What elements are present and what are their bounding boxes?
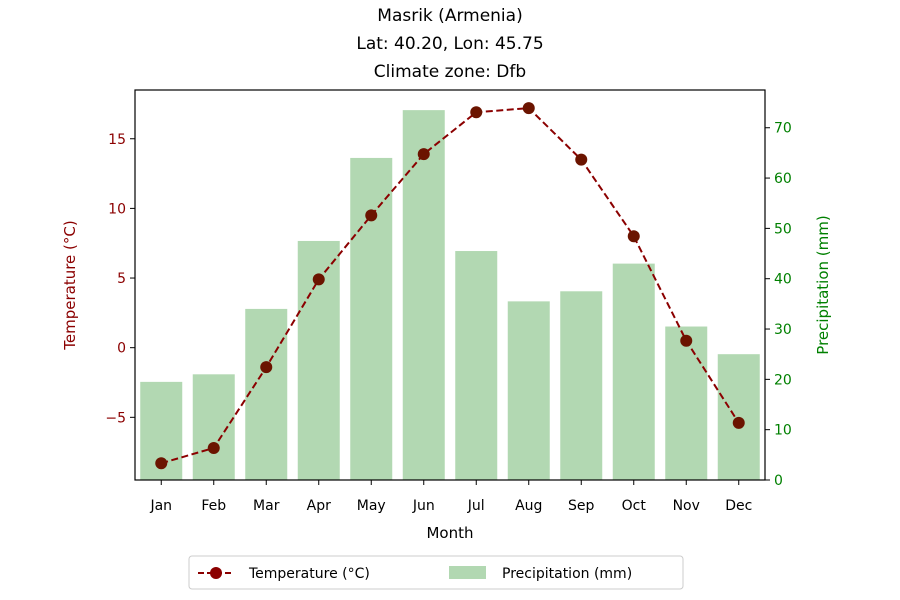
left-tick-label: 0	[117, 341, 126, 357]
right-tick-label: 60	[774, 171, 792, 187]
precipitation-bar-jul	[455, 251, 498, 480]
title-line-3: Climate zone: Dfb	[374, 62, 526, 82]
left-tick-label: 10	[108, 201, 126, 217]
x-tick-label: Apr	[307, 498, 331, 514]
temperature-point-aug	[522, 102, 535, 115]
right-axis-ticks: 0 10 20 30 40 50 60 70	[765, 121, 792, 489]
temperature-point-apr	[312, 273, 325, 286]
x-tick-label: Mar	[253, 498, 280, 514]
legend: Temperature (°C) Precipitation (mm)	[188, 555, 684, 590]
chart-title: Masrik (Armenia) Lat: 40.20, Lon: 45.75 …	[356, 6, 543, 82]
left-tick-label: 5	[117, 271, 126, 287]
left-axis-label: Temperature (°C)	[61, 220, 79, 350]
legend-temperature-marker	[210, 567, 222, 579]
legend-precipitation-label: Precipitation (mm)	[502, 566, 632, 582]
right-tick-label: 70	[774, 121, 792, 137]
precipitation-bar-mar	[245, 308, 288, 480]
x-tick-label: Nov	[673, 498, 700, 514]
x-tick-label: Oct	[622, 498, 647, 514]
right-tick-label: 50	[774, 221, 792, 237]
x-tick-label: Jul	[467, 498, 485, 514]
legend-precipitation-swatch	[449, 566, 486, 579]
left-tick-label: −5	[105, 410, 126, 426]
x-tick-label: Jan	[149, 498, 172, 514]
temperature-point-dec	[732, 416, 745, 429]
temperature-point-jul	[470, 106, 483, 119]
x-axis-label: Month	[426, 524, 473, 542]
temperature-point-feb	[207, 441, 220, 454]
temperature-point-may	[365, 209, 378, 222]
right-axis-label: Precipitation (mm)	[814, 215, 832, 354]
precipitation-bar-sep	[560, 291, 603, 480]
x-axis-ticks: Jan Feb Mar Apr May Jun Jul Aug Sep Oct Nov Dec	[149, 480, 752, 514]
right-tick-label: 20	[774, 372, 792, 388]
right-tick-label: 0	[774, 473, 783, 489]
title-line-2: Lat: 40.20, Lon: 45.75	[356, 34, 543, 54]
right-tick-label: 30	[774, 322, 792, 338]
legend-box	[188, 555, 684, 590]
legend-temperature-label: Temperature (°C)	[248, 566, 370, 582]
temperature-line	[155, 102, 745, 470]
x-tick-label: Aug	[515, 498, 542, 514]
temperature-point-jun	[417, 148, 430, 161]
precipitation-bar-nov	[665, 326, 708, 480]
right-tick-label: 40	[774, 272, 792, 288]
x-tick-label: Jun	[412, 498, 435, 514]
left-tick-label: 15	[108, 132, 126, 148]
left-axis-ticks: −5 0 5 10 15	[105, 132, 135, 426]
precipitation-bar-oct	[612, 263, 655, 480]
precipitation-bar-jun	[402, 110, 445, 481]
precipitation-bar-may	[350, 157, 393, 480]
temperature-point-oct	[627, 230, 640, 243]
plot-frame	[134, 89, 766, 481]
title-line-1: Masrik (Armenia)	[377, 6, 522, 26]
temperature-point-sep	[575, 153, 588, 166]
x-tick-label: Feb	[201, 498, 226, 514]
x-tick-label: May	[357, 498, 386, 514]
precipitation-bars	[140, 110, 760, 481]
temperature-point-nov	[680, 334, 693, 347]
precipitation-bar-aug	[507, 301, 550, 480]
x-tick-label: Dec	[725, 498, 752, 514]
temperature-point-jan	[155, 457, 168, 470]
right-tick-label: 10	[774, 423, 792, 439]
temperature-point-mar	[260, 361, 273, 374]
x-tick-label: Sep	[568, 498, 595, 514]
